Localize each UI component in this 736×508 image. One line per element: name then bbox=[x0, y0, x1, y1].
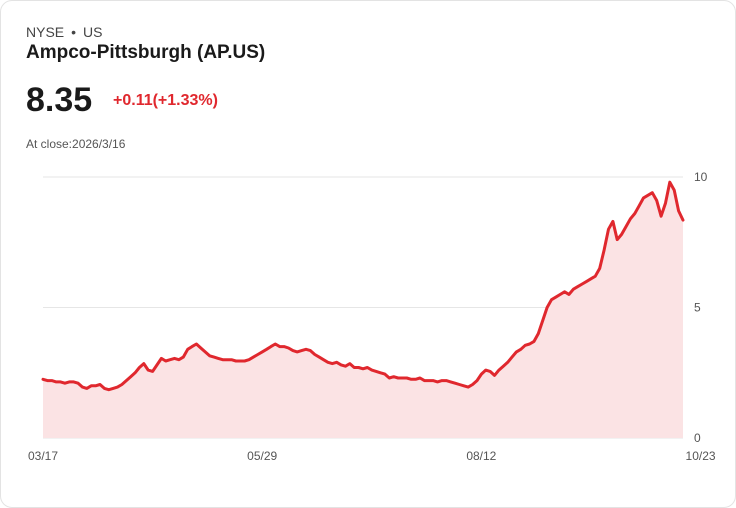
stock-title: Ampco-Pittsburgh (AP.US) bbox=[26, 42, 266, 63]
price-area bbox=[43, 182, 683, 438]
y-tick-label-0: 0 bbox=[694, 431, 701, 445]
exchange-name: NYSE bbox=[26, 24, 65, 40]
price-change: +0.11(+1.33%) bbox=[113, 92, 218, 109]
current-price: 8.35 bbox=[26, 81, 93, 119]
exchange-info: NYSE • US bbox=[26, 24, 102, 40]
price-line bbox=[41, 180, 685, 392]
y-tick-label-5: 5 bbox=[694, 301, 701, 315]
x-tick-label-0: 03/17 bbox=[28, 449, 58, 463]
x-tick-label-2: 08/12 bbox=[466, 449, 496, 463]
separator-dot: • bbox=[71, 24, 77, 40]
region-name: US bbox=[83, 24, 103, 40]
x-tick-label-1: 05/29 bbox=[247, 449, 277, 463]
y-tick-label-10: 10 bbox=[694, 170, 708, 184]
x-tick-label-3: 10/23 bbox=[686, 449, 716, 463]
close-date: At close:2026/3/16 bbox=[26, 137, 126, 151]
